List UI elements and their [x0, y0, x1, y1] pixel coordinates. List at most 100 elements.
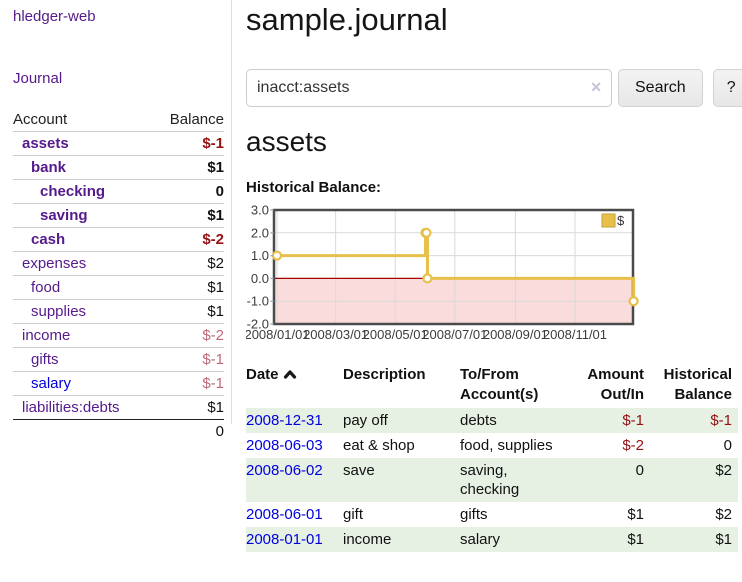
register-balance: $-1 [654, 408, 738, 433]
register-description: gift [343, 506, 364, 523]
register-accounts: debts [460, 408, 572, 433]
account-balance: $1 [152, 275, 224, 300]
svg-text:2008/05/01: 2008/05/01 [363, 327, 428, 342]
page-title: sample.journal [246, 2, 448, 37]
clear-search-icon[interactable]: ✕ [590, 79, 602, 95]
account-row: gifts $-1 [13, 347, 224, 372]
account-row: supplies $1 [13, 299, 224, 324]
register-balance: $2 [715, 506, 732, 523]
sidebar-account-link[interactable]: liabilities:debts [22, 399, 120, 416]
register-row: 2008-01-01 income salary $1 $1 [246, 527, 738, 552]
sidebar-account-link[interactable]: income [22, 327, 71, 344]
sidebar-account-link[interactable]: salary [31, 375, 72, 392]
svg-text:2008/11/01: 2008/11/01 [543, 327, 607, 342]
register-header-accounts: To/From Account(s) [460, 366, 539, 403]
sidebar-account-link[interactable]: checking [40, 183, 106, 200]
svg-text:3.0: 3.0 [251, 204, 269, 218]
register-header-balance: Historical Balance [663, 366, 732, 403]
account-row: salary $-1 [13, 371, 224, 396]
sidebar-account-link[interactable]: gifts [31, 351, 59, 368]
register-row: 2008-06-03 eat & shop food, supplies $-2 0 [246, 433, 738, 458]
account-balance: $-1 [152, 371, 224, 396]
register-accounts: saving, checking [460, 458, 572, 502]
register-accounts: food, supplies [460, 437, 553, 454]
account-row: food $1 [13, 275, 224, 300]
register-accounts: gifts [460, 506, 488, 523]
register-description: pay off [343, 408, 460, 433]
svg-text:0.0: 0.0 [251, 271, 269, 286]
register-description: save [343, 458, 460, 502]
svg-text:2008/03/01: 2008/03/01 [303, 327, 368, 342]
account-row: saving $1 [13, 203, 224, 228]
svg-text:2.0: 2.0 [251, 225, 269, 240]
sidebar-account-link[interactable]: saving [40, 207, 88, 224]
accounts-table: Account Balance assets $-1 bank $1 checking 0… [13, 108, 224, 443]
register-amount: $1 [627, 506, 644, 523]
search-button[interactable]: Search [618, 69, 703, 107]
register-amount: $-2 [622, 437, 644, 454]
register-date-link[interactable]: 2008-06-03 [246, 437, 323, 454]
accounts-header-balance: Balance [169, 111, 224, 128]
search-input[interactable] [246, 69, 612, 107]
accounts-table-body: assets $-1 bank $1 checking 0 saving $1 cash $-2 e… [13, 131, 224, 420]
register-row: 2008-12-31 pay off debts $-1 $-1 [246, 408, 738, 433]
accounts-total-balance: 0 [152, 419, 224, 443]
account-row: expenses $2 [13, 251, 224, 276]
register-table-body: 2008-12-31 pay off debts $-1 $-1 2008-06-03 ea… [246, 408, 738, 552]
register-amount: $1 [572, 527, 654, 552]
account-balance: $1 [152, 299, 224, 324]
register-balance: 0 [723, 437, 732, 454]
chevron-up-icon [283, 366, 297, 386]
register-header-date[interactable]: Date [246, 362, 343, 408]
register-amount: 0 [572, 458, 654, 502]
svg-text:-2.0: -2.0 [247, 317, 269, 332]
svg-text:$: $ [617, 213, 625, 228]
account-balance: $1 [152, 395, 224, 420]
accounts-total-row: 0 [13, 419, 224, 443]
historical-balance-chart: 3.0 2.0 1.0 0.0 -1.0 -2.0 2008/01/01 2008/03/01… [244, 203, 646, 346]
svg-text:1.0: 1.0 [251, 248, 269, 263]
search-wrap: ✕ [246, 69, 612, 107]
sidebar-account-link[interactable]: assets [22, 135, 69, 152]
register-header-row: Date Description To/From Account(s) Amou… [246, 362, 738, 408]
search-row: ✕ Search ? [246, 69, 742, 107]
chart-label: Historical Balance: [246, 179, 382, 196]
register-amount: $-1 [572, 408, 654, 433]
sidebar: hledger-web Journal Account Balance asse… [0, 0, 232, 443]
sidebar-account-link[interactable]: expenses [22, 255, 87, 272]
accounts-header-row: Account Balance [13, 108, 224, 132]
register-table: Date Description To/From Account(s) Amou… [246, 362, 738, 552]
svg-text:2008/09/01: 2008/09/01 [483, 327, 548, 342]
register-description: eat & shop [343, 437, 415, 454]
account-heading: assets [246, 126, 327, 157]
account-balance: 0 [152, 179, 224, 204]
register-date-link[interactable]: 2008-06-02 [246, 462, 323, 479]
sidebar-account-link[interactable]: food [31, 279, 61, 296]
account-balance: $-2 [152, 227, 224, 252]
register-balance: $2 [654, 458, 738, 502]
account-balance: $-1 [152, 347, 224, 372]
sidebar-account-link[interactable]: cash [31, 231, 66, 248]
sidebar-account-link[interactable]: bank [31, 159, 67, 176]
account-balance: $1 [152, 203, 224, 228]
account-balance: $2 [152, 251, 224, 276]
register-balance: $1 [654, 527, 738, 552]
account-row: bank $1 [13, 155, 224, 180]
register-date-link[interactable]: 2008-01-01 [246, 531, 323, 548]
svg-text:2008/07/01: 2008/07/01 [422, 327, 487, 342]
register-header-description: Description [343, 366, 426, 383]
account-row: checking 0 [13, 179, 224, 204]
app-title: hledger-web [13, 8, 96, 25]
help-button[interactable]: ? [712, 69, 742, 107]
register-accounts: salary [460, 527, 572, 552]
register-date-link[interactable]: 2008-06-01 [246, 506, 323, 523]
svg-text:2008/01/01: 2008/01/01 [246, 327, 310, 342]
account-balance: $1 [152, 155, 224, 180]
register-row: 2008-06-02 save saving, checking 0 $2 [246, 458, 738, 502]
accounts-header-account: Account [13, 111, 68, 128]
account-row: cash $-2 [13, 227, 224, 252]
account-row: income $-2 [13, 323, 224, 348]
sidebar-account-link[interactable]: supplies [31, 303, 87, 320]
register-date-link[interactable]: 2008-12-31 [246, 412, 323, 429]
sidebar-item-journal[interactable]: Journal [13, 70, 63, 87]
